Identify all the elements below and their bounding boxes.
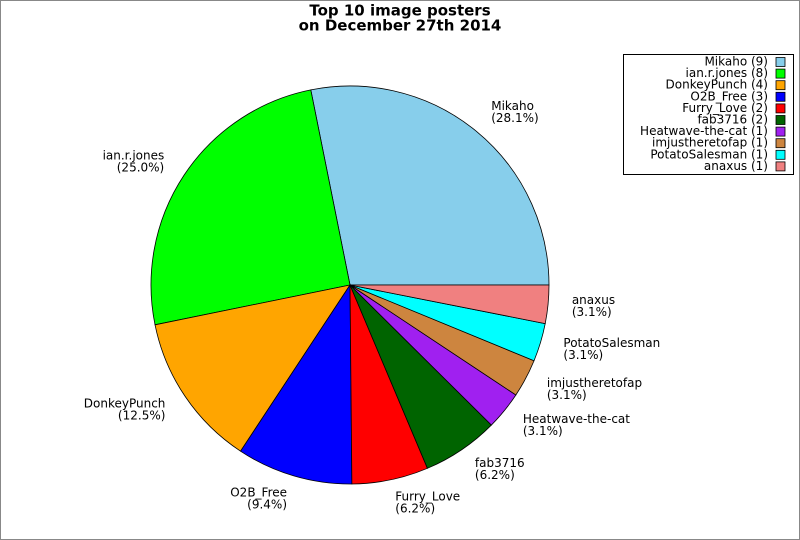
slice-label: imjustheretofap xyxy=(547,376,642,390)
legend-swatch xyxy=(775,161,786,172)
slice-value-label: (3.1%) xyxy=(572,305,612,319)
legend-label: ian.r.jones (8) xyxy=(686,66,768,80)
legend-label: DonkeyPunch (4) xyxy=(666,78,768,92)
chart-subtitle: on December 27th 2014 xyxy=(299,17,502,35)
legend-swatch xyxy=(775,115,786,125)
slice-value-label: (6.2%) xyxy=(395,502,435,516)
slice-value-label: (28.1%) xyxy=(491,111,538,125)
pie-slice xyxy=(239,283,353,485)
legend-swatch xyxy=(775,138,786,149)
legend-label: imjustheretofap (1) xyxy=(652,136,768,150)
pie-slice xyxy=(154,284,351,452)
slice-value-label: (6.2%) xyxy=(475,468,515,482)
legend-swatch xyxy=(775,91,786,102)
legend-swatch xyxy=(775,57,786,67)
slice-value-label: (9.4%) xyxy=(247,497,287,511)
slice-value-label: (12.5%) xyxy=(118,408,165,422)
slice-label: O2B_Free xyxy=(230,485,287,499)
slice-label: DonkeyPunch xyxy=(84,396,166,410)
legend-swatch xyxy=(775,103,786,114)
pie-slice xyxy=(349,284,550,325)
chart-title: Top 10 image posters xyxy=(309,2,490,20)
legend-label: O2B_Free (3) xyxy=(690,89,768,103)
pie-slice xyxy=(310,85,550,286)
slice-label: PotatoSalesman xyxy=(563,336,660,350)
slice-value-label: (25.0%) xyxy=(117,160,164,174)
slice-label: ian.r.jones xyxy=(103,148,165,162)
legend-label: anaxus (1) xyxy=(704,159,768,173)
legend-swatch xyxy=(775,149,786,160)
legend-label: Heatwave-the-cat (1) xyxy=(640,124,768,138)
slice-value-label: (3.1%) xyxy=(523,424,563,438)
slice-label: anaxus xyxy=(572,293,615,307)
legend-label: fab3716 (2) xyxy=(697,113,768,127)
pie-slice xyxy=(150,89,351,326)
legend-box xyxy=(623,54,794,175)
slice-label: Heatwave-the-cat xyxy=(523,412,630,426)
legend-label: Furry_Love (2) xyxy=(682,101,768,115)
slice-value-label: (3.1%) xyxy=(563,348,603,362)
legend-label: PotatoSalesman (1) xyxy=(650,147,768,161)
legend-swatch xyxy=(775,80,786,91)
legend-label: Mikaho (9) xyxy=(704,55,768,69)
legend-swatch xyxy=(775,68,786,79)
slice-label: Furry_Love xyxy=(395,490,460,504)
legend-swatch xyxy=(775,126,786,137)
slice-label: fab3716 xyxy=(475,456,525,470)
slice-label: Mikaho xyxy=(491,99,534,113)
slice-value-label: (3.1%) xyxy=(547,388,587,402)
